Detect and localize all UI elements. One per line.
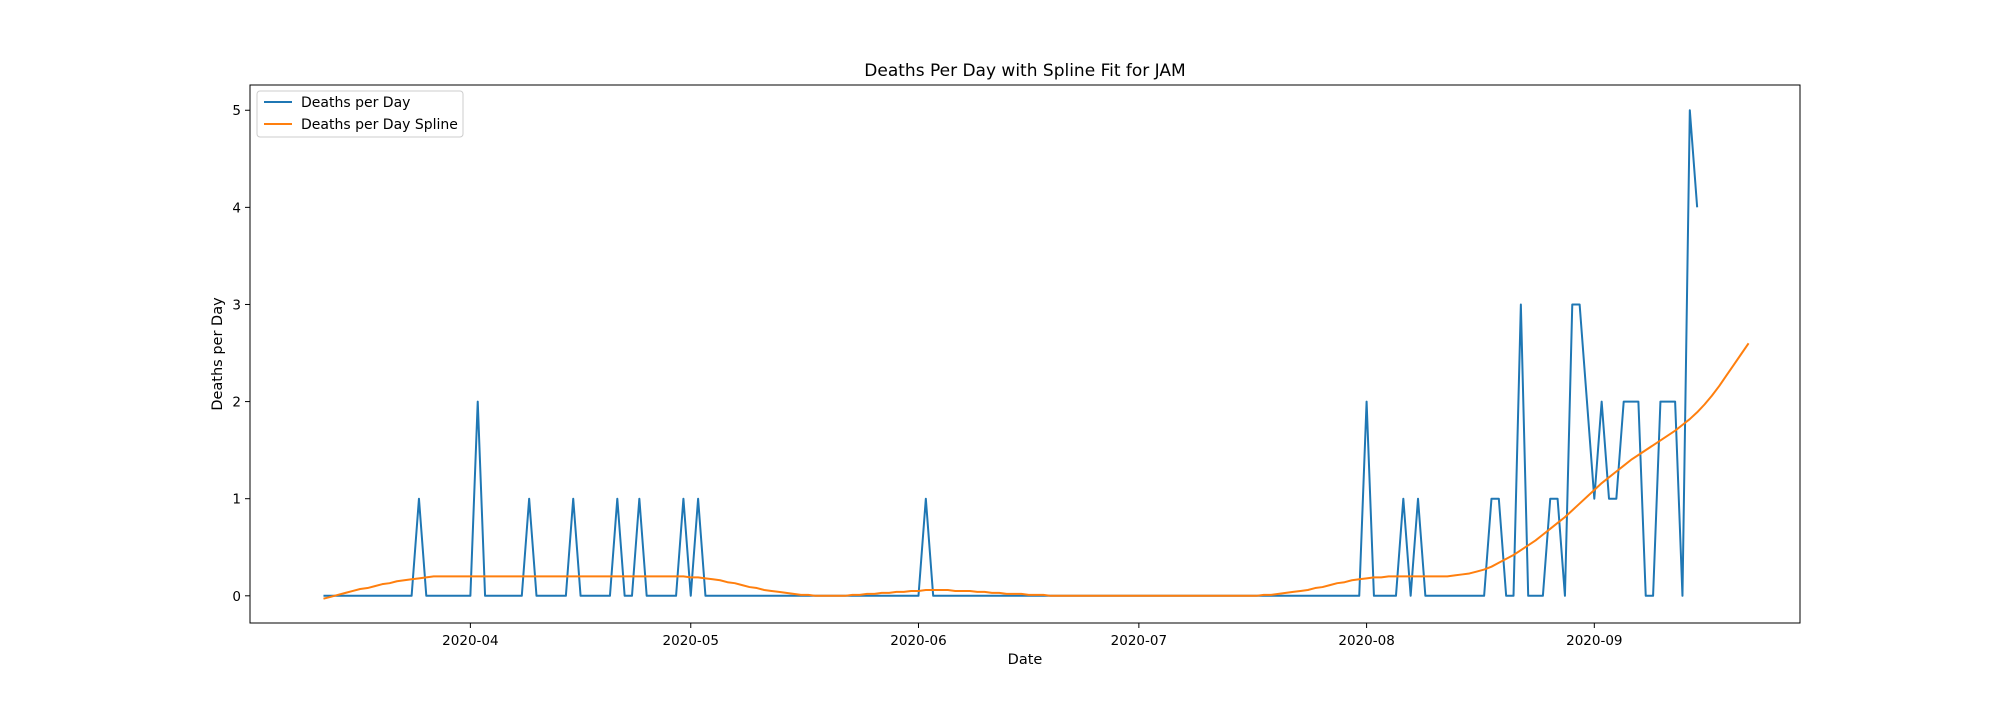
x-axis: 2020-04 2020-05 2020-06 2020-07 2020-08 2020-…	[442, 623, 1623, 649]
y-tick-label: 1	[232, 492, 241, 508]
y-tick-label: 3	[232, 297, 241, 313]
chart-title: Deaths Per Day with Spline Fit for JAM	[864, 61, 1185, 81]
series-line-deaths-per-day	[323, 109, 1699, 597]
x-tick-label: 2020-09	[1566, 633, 1622, 649]
x-tick-label: 2020-06	[890, 633, 946, 649]
x-tick-label: 2020-05	[663, 633, 719, 649]
x-tick-label: 2020-08	[1338, 633, 1394, 649]
legend-label-deaths-per-day-spline: Deaths per Day Spline	[301, 117, 458, 133]
plot-area	[323, 109, 1750, 600]
legend-label-deaths-per-day: Deaths per Day	[301, 95, 410, 111]
y-tick-label: 2	[232, 395, 241, 411]
y-axis: 0 1 2 3 4 5	[232, 103, 250, 605]
y-tick-label: 0	[232, 589, 241, 605]
legend: Deaths per Day Deaths per Day Spline	[256, 90, 464, 138]
x-tick-label: 2020-07	[1111, 633, 1167, 649]
plot-frame	[249, 84, 1801, 624]
x-axis-label: Date	[1008, 652, 1043, 668]
y-axis-label: Deaths per Day	[210, 297, 226, 411]
x-tick-label: 2020-04	[442, 633, 498, 649]
y-tick-label: 5	[232, 103, 241, 119]
legend-box	[256, 90, 464, 138]
y-tick-label: 4	[232, 200, 241, 216]
series-line-deaths-per-day-spline	[323, 342, 1750, 600]
